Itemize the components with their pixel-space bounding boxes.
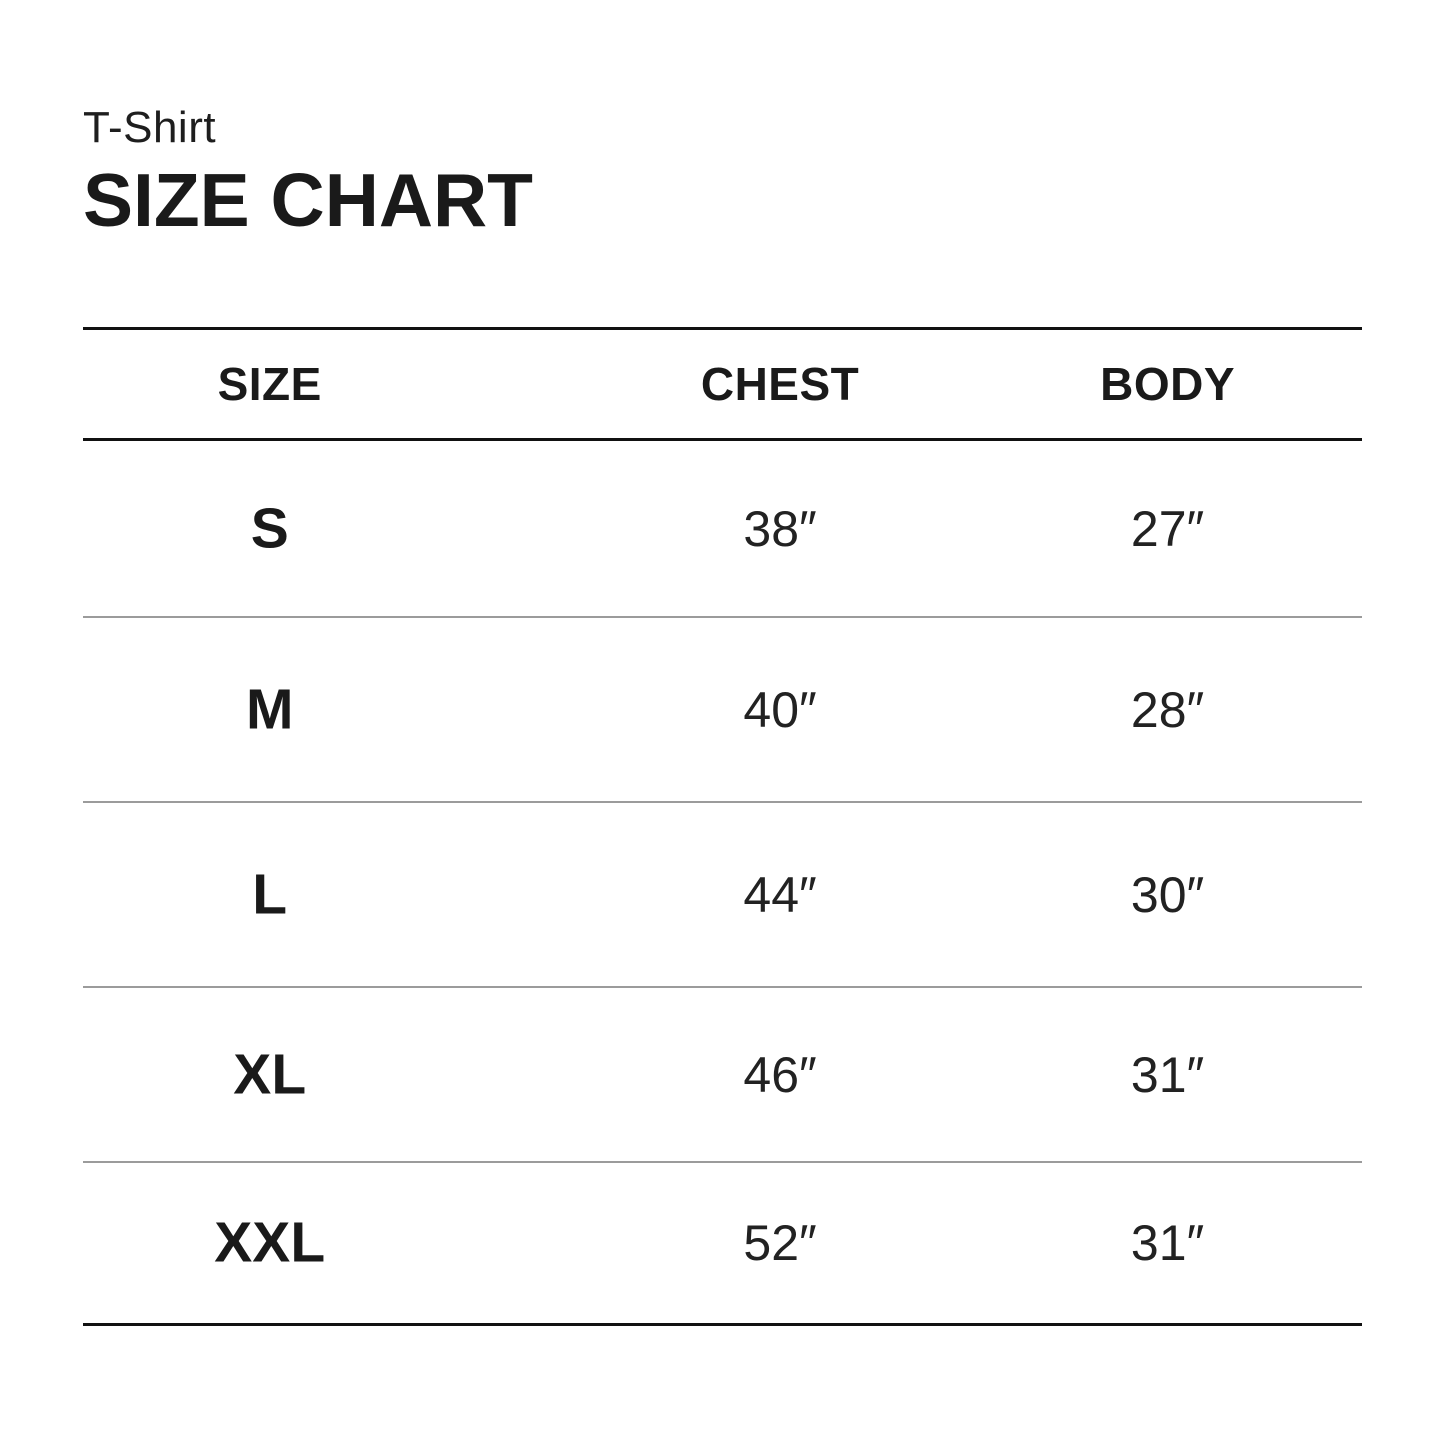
table-header-row: SIZE CHEST BODY [83, 330, 1362, 441]
column-header-chest: CHEST [700, 358, 860, 410]
table-row-s: S 38″ 27″ [83, 441, 1362, 616]
chest-value: 46″ [743, 1046, 817, 1103]
page-title: SIZE CHART [83, 158, 533, 242]
column-header-body: BODY [1100, 358, 1236, 410]
size-label: XL [233, 1042, 307, 1106]
table-row-l: L 44″ 30″ [83, 801, 1362, 986]
chest-value: 38″ [743, 500, 817, 557]
chest-value: 52″ [743, 1215, 817, 1271]
size-label: S [250, 496, 289, 560]
size-table: SIZE CHEST BODY S 38″ 27″ M 40″ 28″ L 44… [83, 327, 1362, 1326]
size-label: XXL [214, 1210, 326, 1275]
table-row-xl: XL 46″ 31″ [83, 986, 1362, 1161]
body-value: 30″ [1130, 866, 1205, 923]
body-value: 28″ [1130, 681, 1205, 738]
size-label: L [252, 862, 288, 926]
column-header-size: SIZE [217, 358, 322, 410]
size-label: M [245, 677, 294, 741]
table-row-xxl: XXL 52″ 31″ [83, 1161, 1362, 1323]
chest-value: 44″ [743, 866, 817, 923]
body-value: 31″ [1130, 1046, 1205, 1103]
chest-value: 40″ [743, 681, 817, 738]
product-subtitle: T-Shirt [83, 103, 217, 152]
body-value: 27″ [1130, 500, 1205, 557]
body-value: 31″ [1130, 1215, 1205, 1271]
table-row-m: M 40″ 28″ [83, 616, 1362, 801]
